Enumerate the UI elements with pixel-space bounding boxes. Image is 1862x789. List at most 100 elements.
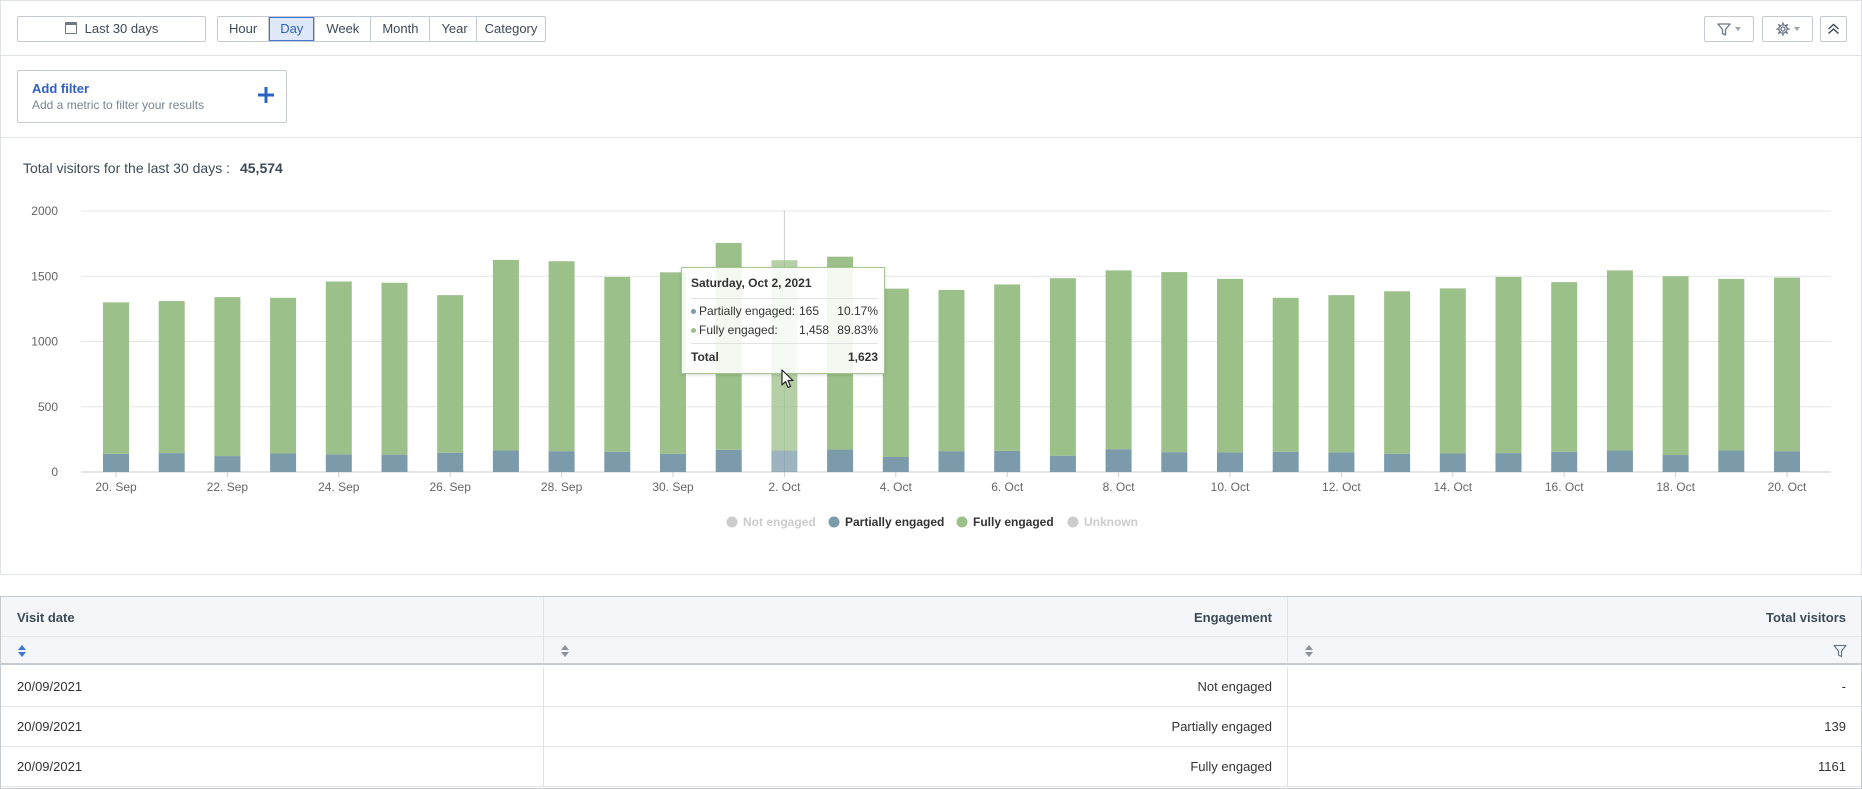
bar-fully-engaged: [604, 276, 631, 452]
bar-partially-engaged: [1718, 450, 1745, 472]
tooltip-date: Saturday, Oct 2, 2021: [691, 276, 812, 290]
bar-partially-engaged: [103, 453, 129, 472]
x-tick-label: 24. Sep: [318, 480, 360, 494]
x-tick-label: 10. Oct: [1211, 480, 1250, 494]
column-header-engagement[interactable]: Engagement: [1193, 610, 1272, 625]
chevron-down-icon: [1735, 27, 1741, 31]
double-chevron-up-icon: [1827, 23, 1840, 35]
sort-icon[interactable]: [17, 644, 27, 658]
bar-fully-engaged: [938, 289, 965, 452]
chart-panel: Total visitors for the last 30 days : 45,…: [0, 138, 1862, 575]
bar-partially-engaged: [1161, 452, 1188, 472]
filter-dropdown-button[interactable]: [1704, 16, 1754, 42]
legend-marker-icon: [828, 516, 840, 528]
x-tick-label: 20. Oct: [1768, 480, 1807, 494]
bar-fully-engaged: [1606, 270, 1633, 451]
bar-partially-engaged: [1662, 455, 1689, 472]
funnel-icon[interactable]: [1833, 644, 1847, 658]
column-header-visit-date[interactable]: Visit date: [17, 610, 75, 625]
legend-item-label: Partially engaged: [845, 515, 944, 529]
category-button[interactable]: Category: [476, 16, 546, 42]
bar-partially-engaged: [715, 449, 742, 472]
date-range-button[interactable]: Last 30 days: [17, 16, 206, 42]
total-visitors-value: 45,574: [239, 160, 283, 176]
bar-fully-engaged: [1105, 270, 1132, 450]
x-tick-label: 28. Sep: [541, 480, 583, 494]
x-tick-label: 22. Sep: [207, 480, 249, 494]
data-table: Visit date Engagement Total visitors 20/…: [0, 596, 1862, 789]
bar-partially-engaged: [1551, 451, 1578, 472]
x-tick-label: 2. Oct: [768, 480, 801, 494]
bar-partially-engaged: [1606, 450, 1633, 472]
series-dot-icon: [691, 328, 696, 333]
bar-partially-engaged: [1049, 455, 1076, 472]
funnel-icon: [1717, 22, 1731, 36]
bar-fully-engaged: [548, 261, 575, 452]
bar-partially-engaged: [771, 450, 798, 472]
bar-partially-engaged: [214, 456, 241, 472]
period-selector: Hour Day Week Month Year: [217, 16, 480, 42]
cell-engagement: Not engaged: [1197, 679, 1272, 694]
settings-dropdown-button[interactable]: [1762, 16, 1813, 42]
legend-marker-icon: [726, 516, 738, 528]
bar-partially-engaged: [1272, 451, 1299, 472]
sort-icon[interactable]: [1304, 644, 1314, 658]
table-sort-row: [1, 637, 1861, 665]
add-filter-button[interactable]: Add filter Add a metric to filter your r…: [17, 70, 287, 123]
bar-fully-engaged: [1049, 278, 1076, 456]
period-year-button[interactable]: Year: [430, 17, 479, 41]
bar-partially-engaged: [381, 454, 408, 472]
cell-engagement: Partially engaged: [1171, 719, 1272, 734]
bar-fully-engaged: [158, 301, 185, 454]
sort-icon[interactable]: [560, 644, 570, 658]
bar-partially-engaged: [827, 449, 854, 472]
plus-icon: [258, 87, 274, 103]
period-hour-button[interactable]: Hour: [218, 17, 270, 41]
y-tick-label: 2000: [31, 204, 58, 218]
calendar-icon: [64, 22, 77, 34]
table-header-row: Visit date Engagement Total visitors: [1, 597, 1861, 637]
bar-fully-engaged: [1384, 291, 1411, 454]
bar-partially-engaged: [325, 454, 352, 472]
series-dot-icon: [691, 309, 696, 314]
bar-fully-engaged: [1272, 297, 1299, 452]
chart-tooltip: Saturday, Oct 2, 2021 Partially engaged:…: [681, 267, 885, 374]
tooltip-row-percent: 10.17%: [837, 304, 878, 318]
tooltip-row-partially: Partially engaged: 165 10.17%: [691, 304, 878, 320]
tooltip-total-value: 1,623: [847, 350, 878, 364]
x-tick-label: 30. Sep: [652, 480, 694, 494]
tooltip-total-label: Total: [691, 350, 719, 364]
cell-total-visitors: 1161: [1818, 759, 1846, 774]
add-filter-title: Add filter: [32, 81, 90, 96]
cell-visit-date: 20/09/2021: [17, 759, 83, 774]
bar-partially-engaged: [492, 450, 519, 472]
total-visitors-label: Total visitors for the last 30 days :: [23, 160, 230, 176]
bar-fully-engaged: [1328, 295, 1355, 453]
table-row[interactable]: 20/09/2021 Partially engaged 139: [1, 707, 1861, 747]
bar-partially-engaged: [437, 452, 464, 472]
x-tick-label: 4. Oct: [880, 480, 913, 494]
period-day-button[interactable]: Day: [269, 17, 316, 41]
toolbar: Last 30 days Hour Day Week Month Year Ca…: [0, 0, 1862, 56]
bar-fully-engaged: [1718, 278, 1745, 451]
table-row[interactable]: 20/09/2021 Not engaged -: [1, 667, 1861, 707]
bar-partially-engaged: [938, 451, 965, 472]
tooltip-row-percent: 89.83%: [837, 323, 878, 337]
bar-partially-engaged: [1495, 453, 1522, 472]
x-tick-label: 20. Sep: [95, 480, 137, 494]
legend-item-label: Fully engaged: [973, 515, 1054, 529]
table-row[interactable]: 20/09/2021 Fully engaged 1161: [1, 747, 1861, 787]
collapse-button[interactable]: [1820, 16, 1847, 42]
bar-partially-engaged: [1328, 452, 1355, 472]
bar-partially-engaged: [270, 453, 297, 472]
column-header-total-visitors[interactable]: Total visitors: [1766, 610, 1846, 625]
period-week-button[interactable]: Week: [315, 17, 372, 41]
mouse-cursor-icon: [781, 369, 794, 389]
bar-fully-engaged: [270, 297, 297, 454]
bar-partially-engaged: [548, 451, 575, 472]
y-tick-label: 500: [38, 400, 58, 414]
legend-item-label: Unknown: [1084, 515, 1138, 529]
tooltip-row-value: 165: [799, 304, 820, 318]
cell-total-visitors: -: [1841, 679, 1846, 694]
period-month-button[interactable]: Month: [371, 17, 431, 41]
